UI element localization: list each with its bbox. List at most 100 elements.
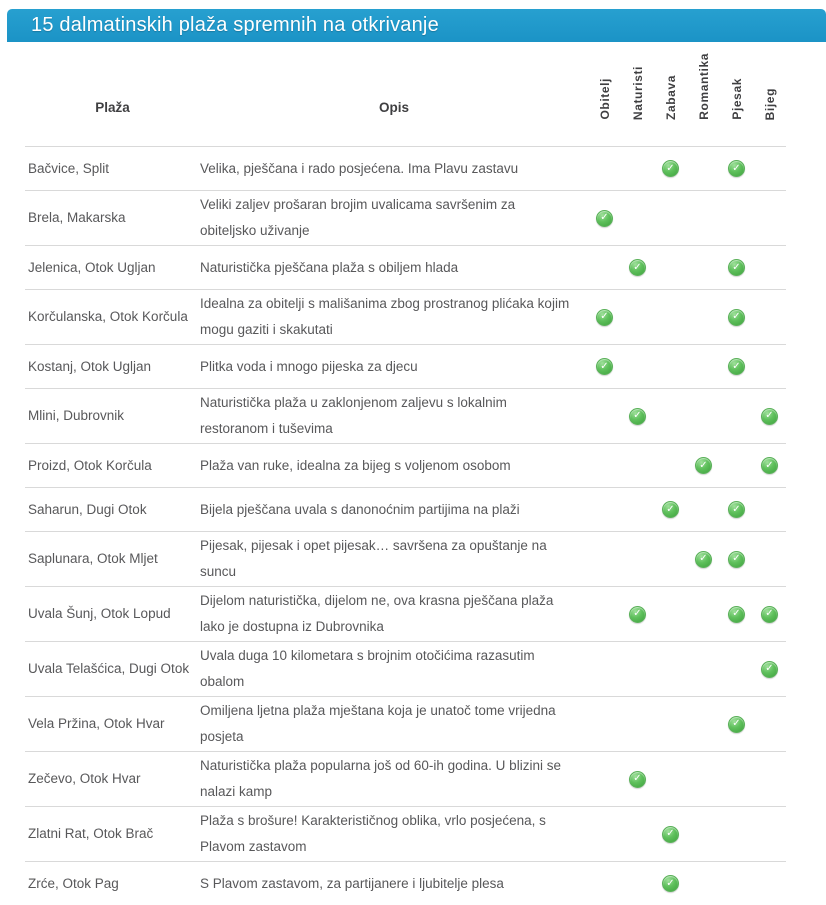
page-title: 15 dalmatinskih plaža spremnih na otkriv… [31,14,439,36]
tag-column-label: Obitelj [597,78,612,120]
cell-obitelj [588,698,621,750]
beach-name: Kostanj, Otok Ugljan [28,358,152,374]
cell-naturisti [621,445,654,486]
beach-name: Jelenica, Otok Ugljan [28,259,156,275]
table-row: Uvala Telašćica, Dugi Otok Uvala duga 10 … [25,641,786,696]
beach-name: Saharun, Dugi Otok [28,501,147,517]
cell-zabava: ✓ [654,148,687,189]
cell-zabava: ✓ [654,489,687,530]
cell-zabava [654,390,687,442]
beach-description: Veliki zaljev prošaran brojim uvalicama … [200,197,516,238]
cell-romantika [687,192,720,244]
beach-name: Uvala Telašćica, Dugi Otok [28,661,190,676]
cell-obitelj [588,643,621,695]
check-icon: ✓ [695,457,712,474]
tag-column-label: Bijeg [762,87,777,120]
cell-obitelj [588,753,621,805]
cell-obitelj [588,808,621,860]
tag-column-label: Romantika [696,53,711,120]
beach-description: Uvala duga 10 kilometara s brojnim otoči… [200,648,535,689]
check-icon: ✓ [761,407,778,425]
cell-zabava: ✓ [654,808,687,860]
beach-name: Mlini, Dubrovnik [28,408,125,423]
beach-description: Dijelom naturistička, dijelom ne, ova kr… [200,593,554,634]
cell-romantika [687,808,720,860]
cell-naturisti: ✓ [621,390,654,442]
table-row: Saharun, Dugi Otok Bijela pješčana uvala … [25,487,786,531]
cell-naturisti [621,698,654,750]
table-row: Kostanj, Otok Ugljan Plitka voda i mnogo … [25,344,786,388]
table-row: Uvala Šunj, Otok Lopud Dijelom naturistič… [25,586,786,641]
cell-romantika [687,863,720,904]
cell-pjesak [720,863,753,904]
column-header-naturisti: Naturisti [621,66,654,146]
title-bar: 15 dalmatinskih plaža spremnih na otkriv… [7,9,826,42]
table-row: Zrće, Otok Pag S Plavom zastavom, za part… [25,861,786,905]
beach-description: Velika, pješčana i rado posjećena. Ima P… [200,160,519,176]
beach-description: Plitka voda i mnogo pijeska za djecu [200,358,418,374]
check-icon: ✓ [662,825,679,843]
cell-obitelj [588,148,621,189]
cell-bijeg [753,863,786,904]
check-icon: ✓ [761,457,778,474]
table-row: Saplunara, Otok Mljet Pijesak, pijesak i … [25,531,786,586]
table-row: Mlini, Dubrovnik Naturistička plaža u zak… [25,388,786,443]
cell-obitelj: ✓ [588,291,621,343]
cell-obitelj [588,390,621,442]
cell-romantika [687,390,720,442]
cell-pjesak: ✓ [720,533,753,585]
table-row: Zlatni Rat, Otok Brač Plaža s brošure! Ka… [25,806,786,861]
check-icon: ✓ [662,501,679,518]
cell-zabava [654,445,687,486]
cell-pjesak: ✓ [720,291,753,343]
cell-obitelj [588,247,621,288]
page: 15 dalmatinskih plaža spremnih na otkriv… [0,9,826,905]
check-icon: ✓ [695,550,712,568]
cell-romantika [687,247,720,288]
beach-description: Naturistička plaža popularna još od 60-i… [200,758,561,799]
cell-pjesak: ✓ [720,489,753,530]
cell-bijeg: ✓ [753,445,786,486]
column-header-description: Opis [378,100,409,115]
cell-pjesak [720,445,753,486]
cell-bijeg [753,808,786,860]
cell-romantika [687,753,720,805]
cell-naturisti [621,148,654,189]
cell-romantika [687,489,720,530]
cell-naturisti [621,533,654,585]
beach-name: Zlatni Rat, Otok Brač [28,826,154,841]
cell-zabava [654,291,687,343]
cell-obitelj [588,445,621,486]
cell-naturisti [621,643,654,695]
cell-naturisti: ✓ [621,247,654,288]
check-icon: ✓ [629,605,646,623]
beach-name: Zečevo, Otok Hvar [28,771,141,786]
column-header-obitelj: Obitelj [588,78,621,146]
check-icon: ✓ [596,209,613,227]
check-icon: ✓ [728,308,745,326]
beach-description: Plaža s brošure! Karakterističnog oblika… [200,813,546,854]
table-header-row: Plaža Opis Obitelj Naturisti Zabava Romanti… [25,42,786,146]
check-icon: ✓ [629,407,646,425]
cell-naturisti [621,863,654,904]
table-row: Jelenica, Otok Ugljan Naturistička pješča… [25,245,786,289]
cell-bijeg: ✓ [753,588,786,640]
cell-naturisti [621,346,654,387]
cell-naturisti [621,192,654,244]
beach-description: Idealna za obitelji s mališanima zbog pr… [200,296,570,337]
check-icon: ✓ [728,715,745,733]
cell-pjesak [720,643,753,695]
cell-bijeg: ✓ [753,390,786,442]
tag-column-label: Zabava [663,75,678,120]
cell-romantika: ✓ [687,533,720,585]
check-icon: ✓ [662,160,679,177]
cell-romantika [687,148,720,189]
cell-romantika: ✓ [687,445,720,486]
cell-zabava [654,247,687,288]
beach-description: Naturistička plaža u zaklonjenom zaljevu… [200,395,507,436]
cell-zabava [654,192,687,244]
cell-bijeg [753,753,786,805]
check-icon: ✓ [728,160,745,177]
column-header-bijeg: Bijeg [753,88,786,146]
cell-zabava [654,753,687,805]
